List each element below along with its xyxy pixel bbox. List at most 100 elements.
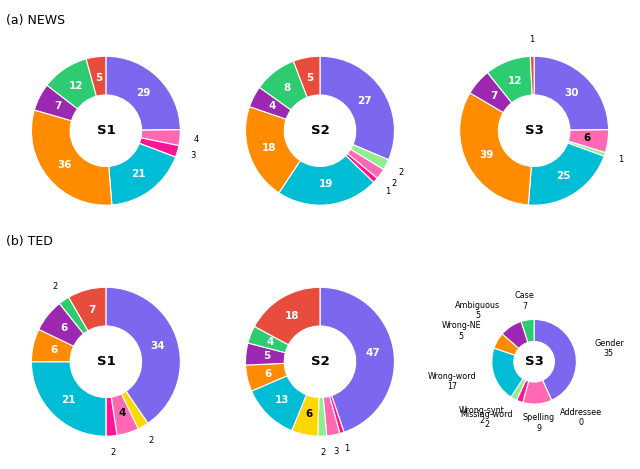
Text: 2: 2 [148,436,154,445]
Text: (b) TED: (b) TED [6,234,53,248]
Wedge shape [492,348,523,397]
Wedge shape [568,130,609,152]
Wedge shape [511,378,525,400]
Wedge shape [523,380,552,404]
Text: (a) NEWS: (a) NEWS [6,14,65,27]
Wedge shape [348,149,383,178]
Wedge shape [109,144,175,205]
Wedge shape [68,287,106,331]
Text: 36: 36 [57,159,72,170]
Wedge shape [248,326,289,353]
Wedge shape [246,363,287,391]
Text: 4: 4 [266,337,274,347]
Text: 19: 19 [319,179,333,189]
Wedge shape [246,343,285,365]
Wedge shape [141,130,180,145]
Wedge shape [531,56,534,95]
Wedge shape [255,287,320,345]
Wedge shape [31,110,112,205]
Text: Addressee
0: Addressee 0 [559,408,602,427]
Text: 30: 30 [564,88,579,98]
Text: 7: 7 [88,305,96,315]
Text: S1: S1 [97,124,115,137]
Text: 21: 21 [131,168,145,179]
Text: 12: 12 [68,81,83,91]
Wedge shape [47,59,97,109]
Text: Ambiguous
5: Ambiguous 5 [455,301,500,320]
Wedge shape [140,138,179,157]
Text: 4: 4 [194,135,199,144]
Text: 3: 3 [191,151,196,160]
Wedge shape [252,376,307,431]
Text: 6: 6 [60,323,68,333]
Text: 27: 27 [357,96,372,106]
Wedge shape [106,56,180,130]
Text: 6: 6 [305,409,312,419]
Text: 13: 13 [275,395,290,405]
Text: 25: 25 [556,171,570,181]
Text: 29: 29 [136,88,151,98]
Text: 1: 1 [618,155,623,164]
Wedge shape [320,287,394,432]
Text: 18: 18 [262,143,276,153]
Wedge shape [293,56,320,98]
Wedge shape [318,397,326,436]
Wedge shape [292,395,319,436]
Text: Wrong-word
17: Wrong-word 17 [428,372,476,391]
Text: 2: 2 [110,448,115,457]
Text: 2: 2 [320,448,325,457]
Text: Case
7: Case 7 [515,291,534,311]
Wedge shape [351,145,388,169]
Text: S3: S3 [525,124,543,137]
Text: 8: 8 [284,83,291,93]
Wedge shape [259,61,307,110]
Text: 5: 5 [263,351,270,361]
Text: 4: 4 [118,408,125,418]
Wedge shape [31,329,74,362]
Text: S3: S3 [525,355,543,368]
Text: 4: 4 [269,101,276,111]
Wedge shape [516,380,529,402]
Wedge shape [568,143,604,156]
Wedge shape [534,319,577,400]
Wedge shape [111,394,138,435]
Text: S2: S2 [310,124,330,137]
Text: S2: S2 [310,355,330,368]
Wedge shape [106,287,180,423]
Wedge shape [568,141,605,156]
Text: 7: 7 [490,91,497,101]
Wedge shape [323,396,340,436]
Wedge shape [39,303,84,346]
Wedge shape [346,153,377,182]
Text: 2: 2 [391,179,397,188]
Text: Gender
35: Gender 35 [594,339,624,358]
Wedge shape [279,156,374,205]
Wedge shape [488,56,532,103]
Wedge shape [320,56,394,160]
Text: 6: 6 [50,345,57,355]
Text: 2: 2 [52,282,58,291]
Wedge shape [528,143,604,205]
Text: 18: 18 [285,310,300,321]
Text: 1: 1 [529,35,534,45]
Wedge shape [31,362,106,436]
Text: Spelling
9: Spelling 9 [523,413,555,432]
Text: 12: 12 [508,76,522,86]
Wedge shape [543,380,552,400]
Text: 7: 7 [54,101,62,112]
Text: 39: 39 [479,151,493,160]
Wedge shape [140,144,175,157]
Wedge shape [35,85,77,121]
Wedge shape [502,321,528,348]
Text: Wrong-NE
5: Wrong-NE 5 [442,321,481,341]
Text: 21: 21 [61,394,76,405]
Text: 47: 47 [365,348,380,358]
Text: 3: 3 [333,446,339,455]
Text: 1: 1 [344,444,349,453]
Text: Wrong-synt
2: Wrong-synt 2 [459,406,504,425]
Wedge shape [330,395,344,433]
Wedge shape [60,297,88,334]
Text: 6: 6 [584,133,591,144]
Wedge shape [521,319,534,342]
Wedge shape [494,334,519,355]
